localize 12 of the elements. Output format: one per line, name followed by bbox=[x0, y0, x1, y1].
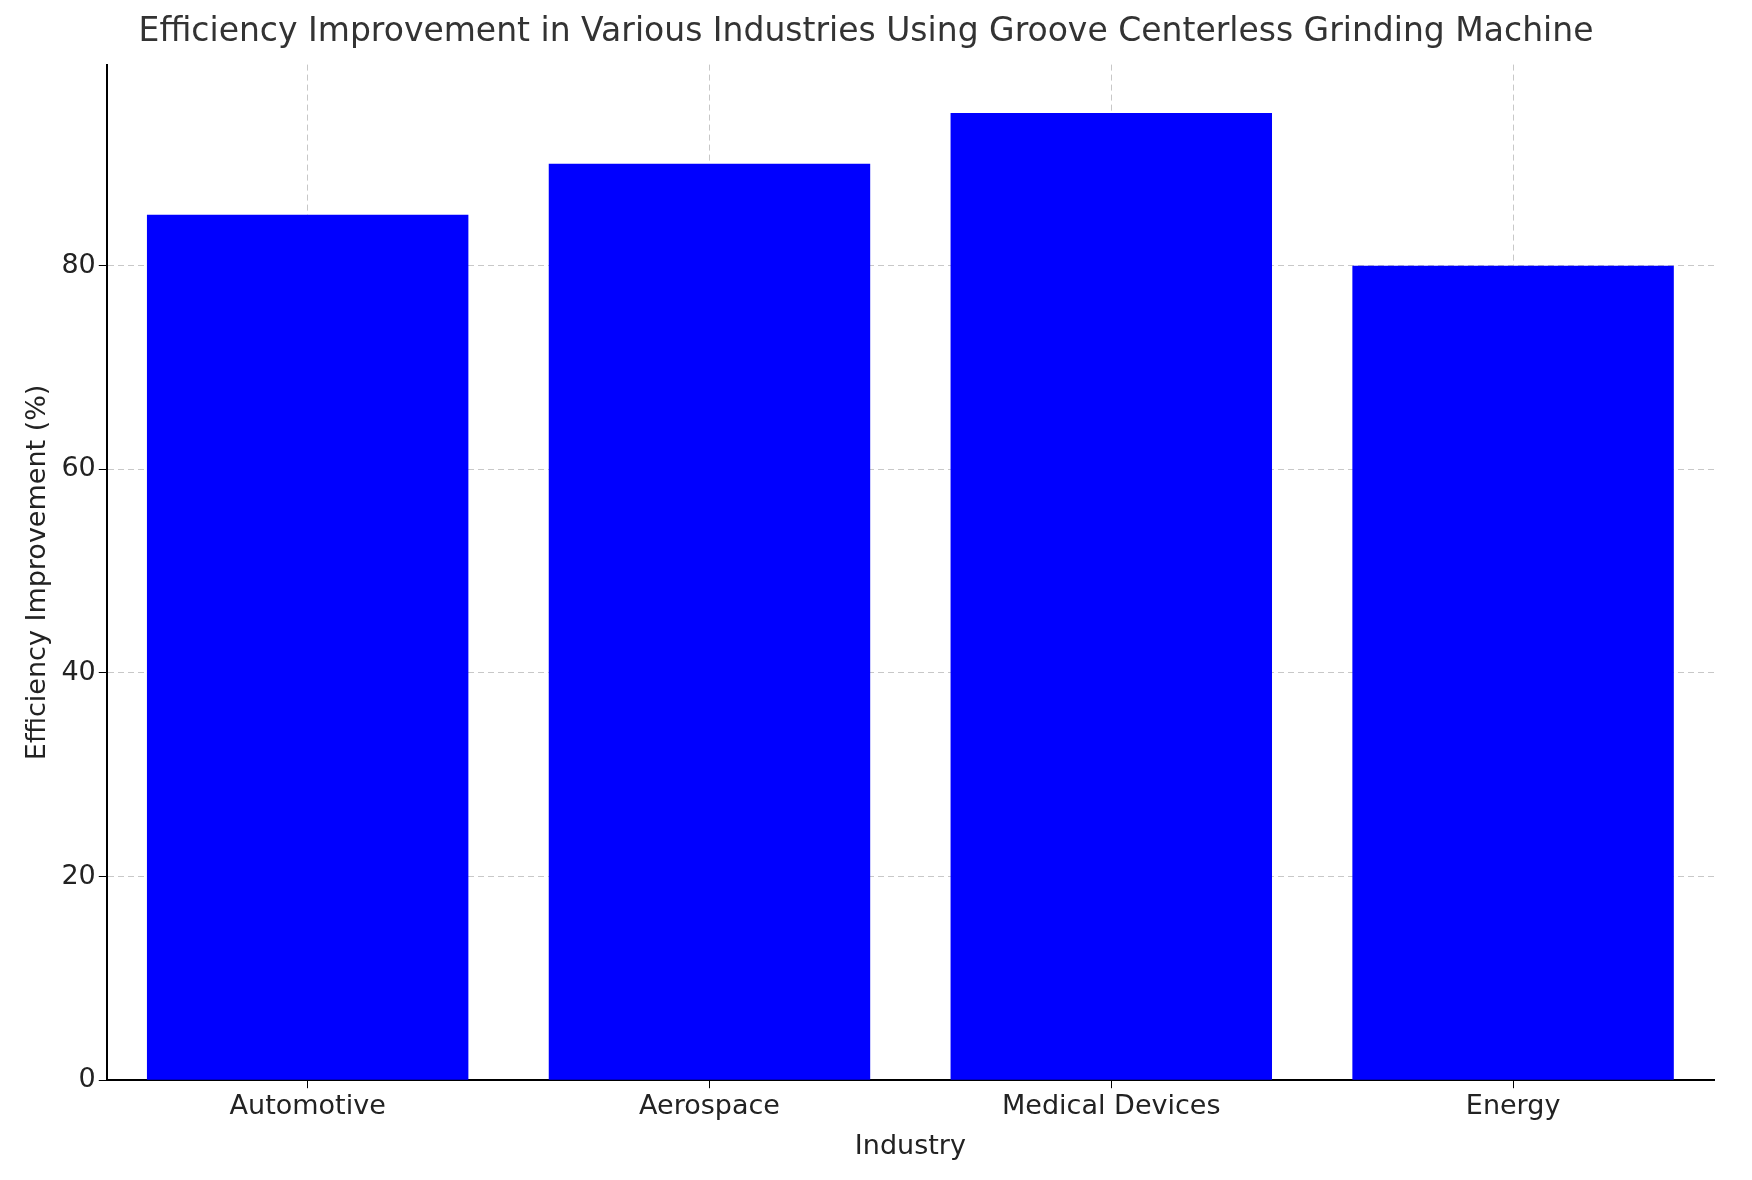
x-tick-label: Aerospace bbox=[639, 1089, 780, 1121]
y-axis-title: Efficiency Improvement (%) bbox=[20, 384, 52, 761]
chart-title: Efficiency Improvement in Various Industries Using Groove Centerless Grinding Machine bbox=[138, 10, 1594, 50]
y-tick-label: 40 bbox=[61, 654, 96, 686]
y-tick-label: 60 bbox=[61, 451, 96, 483]
x-axis-title: Industry bbox=[854, 1128, 966, 1160]
x-tick-label: Medical Devices bbox=[1002, 1089, 1221, 1121]
y-tick-label: 20 bbox=[61, 858, 96, 890]
y-tick-label: 0 bbox=[78, 1062, 96, 1094]
x-tick-label: Energy bbox=[1465, 1089, 1561, 1121]
y-tick-label: 80 bbox=[61, 247, 96, 279]
x-tick-label: Automotive bbox=[229, 1089, 386, 1121]
